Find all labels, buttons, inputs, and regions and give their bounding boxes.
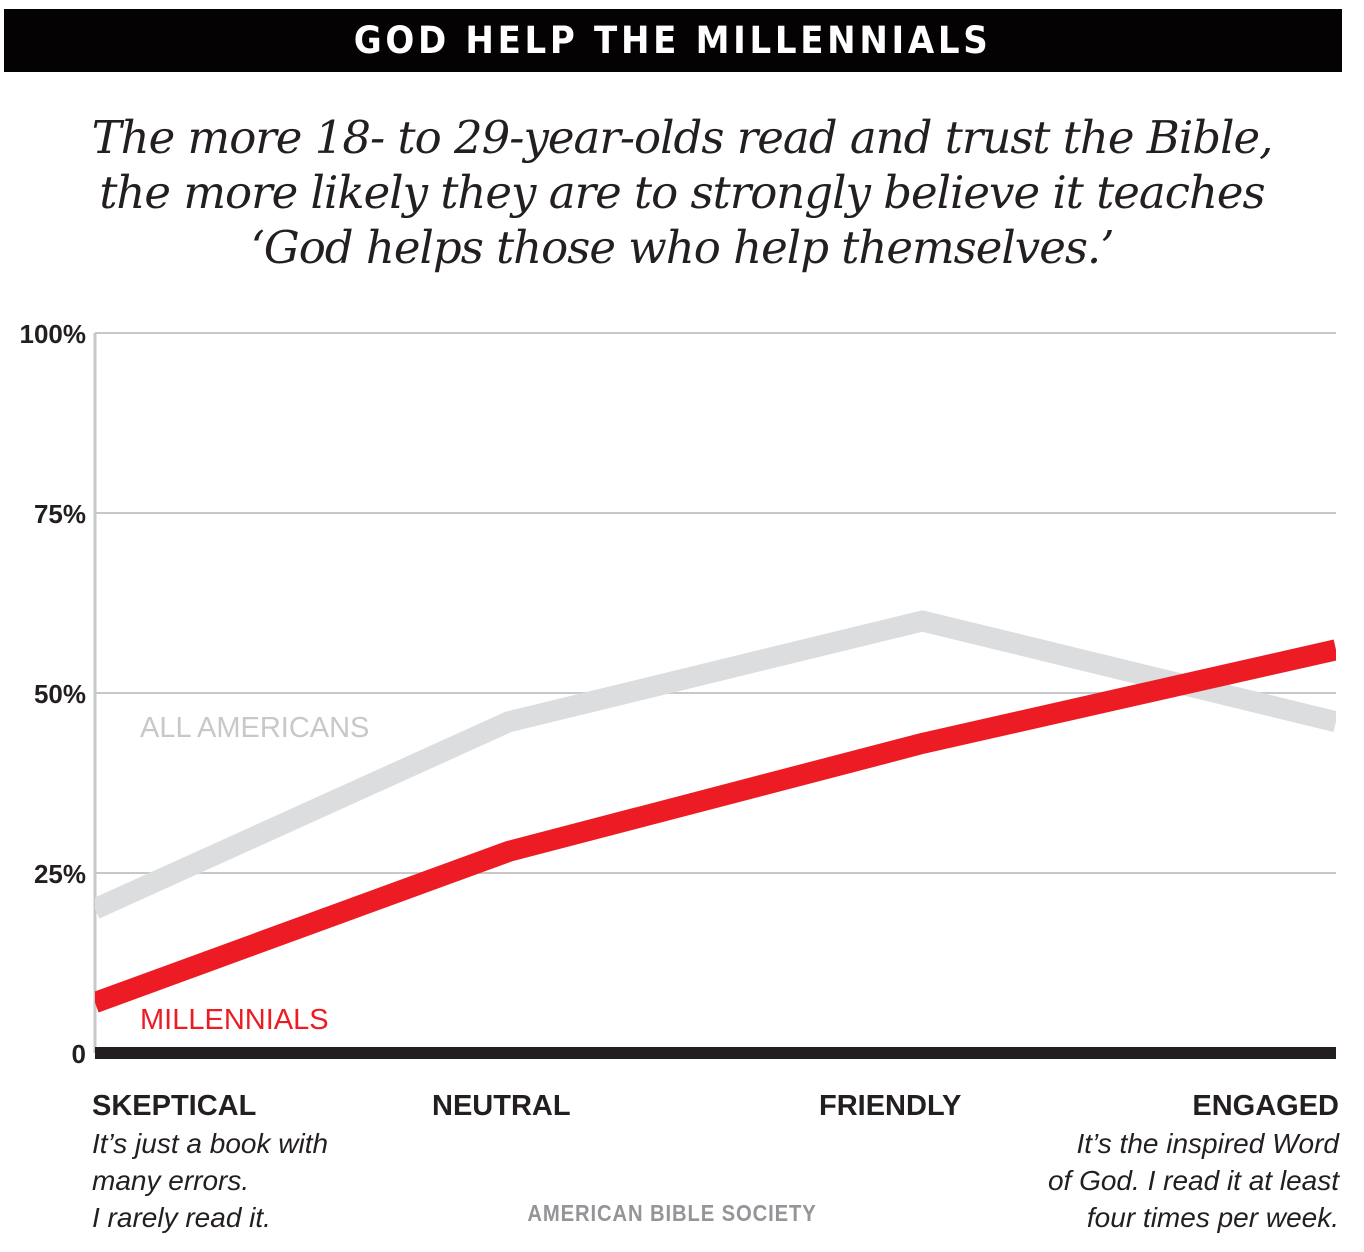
engaged-description-line: It’s the inspired Word [1076,1128,1340,1159]
skeptical-description-line: many errors. [92,1165,250,1196]
y-tick-label: 25% [34,859,86,889]
chart-title: GOD HELP THE MILLENNIALS [354,19,992,62]
x-category-skeptical: SKEPTICAL [92,1090,257,1122]
subtitle-line-1: The more 18- to 29-year-olds read and tr… [91,111,1274,164]
skeptical-description-line: I rarely read it. [92,1202,271,1233]
series-line-millennials [95,639,1336,1013]
x-category-friendly: FRIENDLY [819,1090,962,1122]
title-banner: GOD HELP THE MILLENNIALS [4,9,1342,72]
subtitle-line-2: the more likely they are to strongly bel… [99,166,1265,219]
label-layer: 0 25% 50% 75% 100% ALL AMERICANS MILLENNIALS [20,319,370,1069]
y-tick-label: 0 [72,1039,86,1069]
engaged-description-line: four times per week. [1086,1202,1339,1233]
series-line-all-americans [95,610,1336,919]
engaged-description: It’s the inspired Word of God. I read it… [1048,1125,1339,1236]
skeptical-description: It’s just a book with many errors. I rar… [92,1125,328,1236]
y-tick-label: 50% [34,679,86,709]
series-label-millennials: MILLENNIALS [140,1004,329,1036]
x-category-engaged: ENGAGED [1192,1090,1339,1122]
x-category-neutral: NEUTRAL [432,1090,571,1122]
series-label-all-americans: ALL AMERICANS [140,712,369,744]
subtitle-line-3: ‘God helps those who help themselves.’ [250,221,1114,274]
skeptical-description-line: It’s just a book with [92,1128,329,1159]
series-layer [95,610,1336,1013]
y-tick-label: 100% [20,319,87,349]
source-credit: AMERICAN BIBLE SOCIETY [527,1200,817,1226]
engaged-description-line: of God. I read it at least [1047,1165,1339,1196]
y-tick-label: 75% [34,499,86,529]
chart-subtitle: The more 18- to 29-year-olds read and tr… [0,110,1364,275]
